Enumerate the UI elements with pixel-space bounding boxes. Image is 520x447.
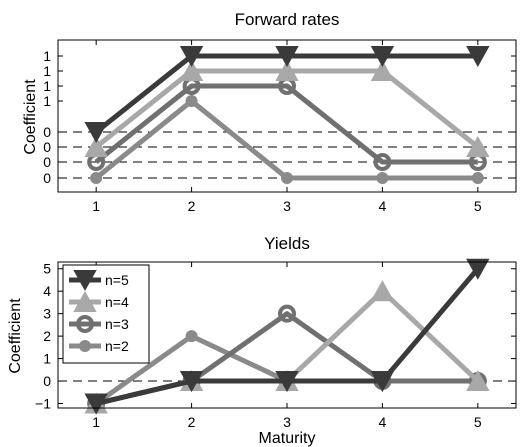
legend-label: n=5 <box>105 272 129 288</box>
x-tick-label: 4 <box>379 198 387 214</box>
data-point-n=3 <box>373 153 392 171</box>
plot-frame <box>57 261 517 409</box>
x-tick-label: 4 <box>379 414 387 430</box>
data-point-n=4 <box>370 280 395 302</box>
legend-label: n=4 <box>105 294 129 310</box>
y-tick-label: 0 <box>43 170 51 186</box>
yields-chart: Yields Coefficient Maturity 1 2 3 4 5 −1 0 1 2 3 4… <box>7 234 517 447</box>
series-line-n=4 <box>94 68 480 149</box>
y-tick-label: 3 <box>43 306 51 322</box>
y-tick-label: 0 <box>43 373 51 389</box>
x-tick-label: 3 <box>283 198 291 214</box>
legend-label: n=3 <box>105 316 129 332</box>
y-tick-label: 1 <box>43 63 51 79</box>
legend-marker <box>73 290 97 312</box>
series-line-n=2 <box>94 333 478 406</box>
data-point-n=2 <box>90 172 103 184</box>
y-axis-label: Coefficient <box>7 298 24 374</box>
legend-label: n=2 <box>105 338 129 354</box>
data-point-n=5 <box>370 371 395 393</box>
y-axis-label: Coefficient <box>22 79 39 155</box>
data-point-n=5 <box>370 46 395 68</box>
y-tick-label: 1 <box>43 93 51 109</box>
data-point-n=2 <box>376 172 389 184</box>
y-tick-label: 1 <box>43 78 51 94</box>
x-tick-label: 2 <box>188 414 196 430</box>
data-point-n=5 <box>466 46 490 68</box>
data-point-n=4 <box>466 135 490 157</box>
data-point-n=2 <box>185 330 198 343</box>
data-point-n=4 <box>466 369 490 392</box>
y-tick-label: 5 <box>43 261 51 277</box>
series-line-n=2 <box>94 98 478 181</box>
legend-marker <box>73 270 97 292</box>
data-point-n=2 <box>185 95 198 107</box>
x-tick-label: 5 <box>474 414 482 430</box>
data-point-n=4 <box>370 59 395 81</box>
data-point-n=5 <box>179 46 204 68</box>
y-tick-label: 0 <box>43 139 51 155</box>
data-point-n=5 <box>84 393 108 415</box>
data-point-n=4 <box>84 135 108 157</box>
y-tick-label: 2 <box>43 328 51 344</box>
x-tick-label: 2 <box>188 198 196 214</box>
chart-title: Yields <box>264 234 310 253</box>
plot-frame <box>57 39 517 193</box>
x-tick-label: 1 <box>92 198 100 214</box>
data-point-n=2 <box>281 172 293 184</box>
data-point-n=5 <box>179 371 204 393</box>
yields-plot-area: 1 2 3 4 5 −1 0 1 2 3 4 5 n=5 n=4 n=3 n=2 <box>35 258 516 430</box>
x-tick-label: 3 <box>283 414 291 430</box>
series-line-n=3 <box>94 83 478 165</box>
data-point-n=5 <box>466 258 490 280</box>
x-tick-label: 1 <box>92 414 100 430</box>
data-point-n=4 <box>275 59 299 81</box>
data-point-n=5 <box>275 46 299 68</box>
data-point-n=4 <box>179 59 204 81</box>
chart-title: Forward rates <box>235 10 340 29</box>
y-tick-label: −1 <box>35 396 51 412</box>
x-axis-label: Maturity <box>259 430 316 447</box>
data-point-n=5 <box>275 371 299 393</box>
data-point-n=2 <box>471 172 484 184</box>
legend-marker <box>79 340 91 352</box>
y-tick-label: 1 <box>43 48 51 64</box>
data-point-n=3 <box>278 304 296 323</box>
y-tick-label: 4 <box>43 283 51 299</box>
y-tick-label: 0 <box>43 154 51 170</box>
y-tick-label: 0 <box>43 124 51 140</box>
x-tick-label: 5 <box>474 198 482 214</box>
legend-marker <box>76 315 94 333</box>
y-tick-label: 1 <box>43 351 51 367</box>
data-point-n=5 <box>84 122 108 144</box>
